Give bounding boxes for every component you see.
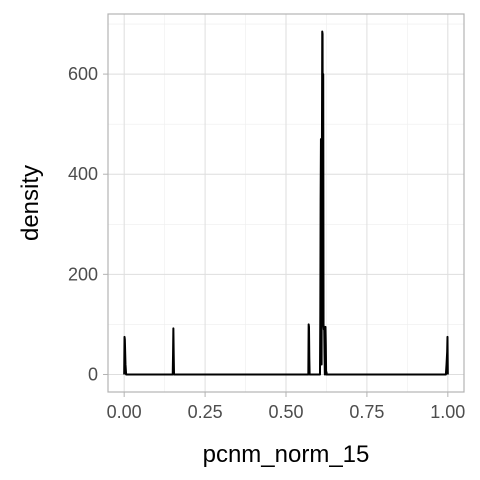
x-axis-title: pcnm_norm_15 <box>203 441 370 468</box>
y-tick-label: 0 <box>88 364 98 384</box>
y-axis-title: density <box>17 165 44 241</box>
x-tick-label: 0.00 <box>107 402 142 422</box>
x-tick-label: 1.00 <box>430 402 465 422</box>
x-tick-label: 0.25 <box>188 402 223 422</box>
x-tick-label: 0.75 <box>349 402 384 422</box>
y-tick-label: 600 <box>68 64 98 84</box>
y-tick-label: 400 <box>68 164 98 184</box>
y-tick-label: 200 <box>68 264 98 284</box>
x-tick-label: 0.50 <box>268 402 303 422</box>
